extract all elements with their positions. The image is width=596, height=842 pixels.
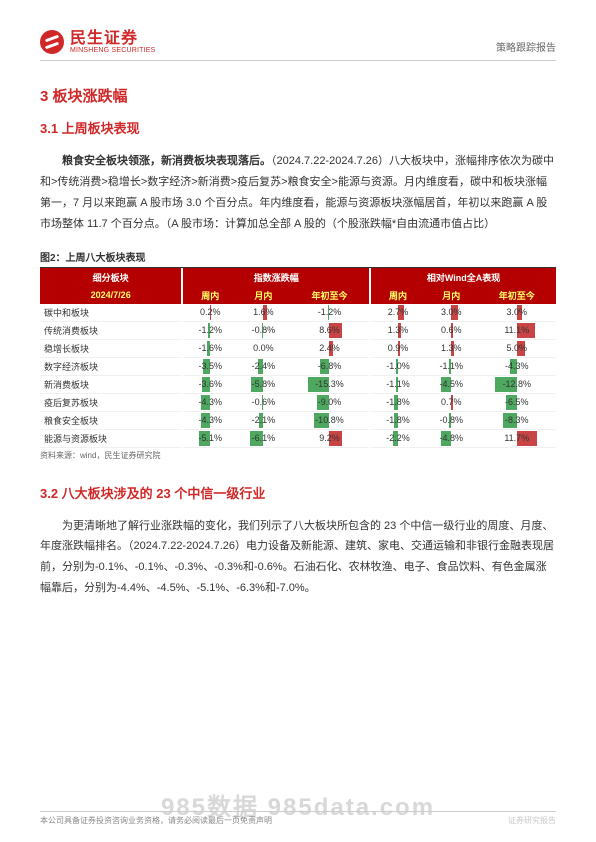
- data-cell: -0.8%: [425, 411, 478, 429]
- data-cell: 5.0%: [478, 339, 556, 357]
- th-group-1: 指数涨跌幅: [182, 268, 370, 287]
- figure-2-label: 图2：上周八大板块表现: [40, 249, 556, 268]
- section-3-1-body: 粮食安全板块领涨，新消费板块表现落后。（2024.7.22-2024.7.26）…: [40, 151, 556, 235]
- data-cell: -4.8%: [425, 429, 478, 447]
- data-cell: -2.1%: [237, 411, 290, 429]
- row-label: 传统消费板块: [40, 321, 182, 339]
- data-cell: -4.5%: [425, 375, 478, 393]
- row-label: 新消费板块: [40, 375, 182, 393]
- row-label: 粮食安全板块: [40, 411, 182, 429]
- footer-right: 证券研究报告: [508, 815, 556, 826]
- row-label: 稳增长板块: [40, 339, 182, 357]
- th-sub-0: 周内: [182, 287, 237, 304]
- data-cell: 8.6%: [290, 321, 370, 339]
- data-cell: 9.2%: [290, 429, 370, 447]
- data-cell: 0.9%: [370, 339, 425, 357]
- page-header: 民生证券 MINSHENG SECURITIES 策略跟踪报告: [40, 30, 556, 61]
- row-label: 数字经济板块: [40, 357, 182, 375]
- th-sub-2: 年初至今: [290, 287, 370, 304]
- data-cell: 0.6%: [425, 321, 478, 339]
- row-label: 能源与资源板块: [40, 429, 182, 447]
- data-cell: -10.8%: [290, 411, 370, 429]
- data-cell: 11.7%: [478, 429, 556, 447]
- section-3-1-title: 3.1 上周板块表现: [40, 118, 556, 137]
- footer-left: 本公司具备证券投资咨询业务资格，请务必阅读最后一页免责声明: [40, 815, 272, 826]
- data-cell: 1.3%: [370, 321, 425, 339]
- table-row: 数字经济板块-3.5%-2.4%-6.8%-1.0%-1.1%-4.3%: [40, 357, 556, 375]
- data-cell: -2.2%: [370, 429, 425, 447]
- data-cell: 1.6%: [237, 304, 290, 322]
- data-cell: -6.8%: [290, 357, 370, 375]
- data-cell: -1.0%: [370, 357, 425, 375]
- section-3-2-title: 3.2 八大板块涉及的 23 个中信一级行业: [40, 483, 556, 502]
- logo: 民生证券 MINSHENG SECURITIES: [40, 30, 155, 54]
- th-sub-1: 月内: [237, 287, 290, 304]
- data-cell: -0.6%: [237, 393, 290, 411]
- th-sub-5: 年初至今: [478, 287, 556, 304]
- data-cell: -15.3%: [290, 375, 370, 393]
- th-sub-3: 周内: [370, 287, 425, 304]
- table-row: 碳中和板块0.2%1.6%-1.2%2.7%3.0%3.0%: [40, 304, 556, 322]
- th-group-2: 相对Wind全A表现: [370, 268, 556, 287]
- data-cell: -1.2%: [290, 304, 370, 322]
- data-cell: 0.7%: [425, 393, 478, 411]
- section-3-title: 3 板块涨跌幅: [40, 85, 556, 106]
- data-cell: -3.6%: [182, 375, 237, 393]
- table-row: 疫后复苏板块-4.3%-0.6%-9.0%-1.8%0.7%-6.5%: [40, 393, 556, 411]
- data-cell: 3.0%: [425, 304, 478, 322]
- data-cell: -1.2%: [182, 321, 237, 339]
- figure-source: 资料来源：wind，民生证券研究院: [40, 450, 556, 461]
- data-cell: -1.1%: [370, 375, 425, 393]
- row-label: 疫后复苏板块: [40, 393, 182, 411]
- page-footer: 本公司具备证券投资咨询业务资格，请务必阅读最后一页免责声明 证券研究报告: [40, 811, 556, 826]
- data-cell: -1.8%: [370, 411, 425, 429]
- logo-cn: 民生证券: [70, 31, 155, 47]
- th-date: 2024/7/26: [40, 287, 182, 304]
- data-cell: -6.5%: [478, 393, 556, 411]
- data-cell: 3.0%: [478, 304, 556, 322]
- data-cell: 0.0%: [237, 339, 290, 357]
- data-cell: -12.8%: [478, 375, 556, 393]
- data-cell: -3.5%: [182, 357, 237, 375]
- data-cell: -1.1%: [425, 357, 478, 375]
- data-cell: -2.4%: [237, 357, 290, 375]
- th-corner: 细分板块: [40, 268, 182, 287]
- lead-bold: 粮食安全板块领涨，新消费板块表现落后。: [62, 155, 271, 167]
- table-row: 新消费板块-3.6%-5.8%-15.3%-1.1%-4.5%-12.8%: [40, 375, 556, 393]
- data-cell: 2.4%: [290, 339, 370, 357]
- data-cell: -9.0%: [290, 393, 370, 411]
- data-cell: -1.8%: [370, 393, 425, 411]
- section-3-2-body: 为更清晰地了解行业涨跌幅的变化，我们列示了八大板块所包含的 23 个中信一级行业…: [40, 516, 556, 600]
- sector-table: 细分板块 指数涨跌幅 相对Wind全A表现 2024/7/26 周内 月内 年初…: [40, 268, 556, 448]
- data-cell: 11.1%: [478, 321, 556, 339]
- data-cell: 0.2%: [182, 304, 237, 322]
- data-cell: 1.3%: [425, 339, 478, 357]
- data-cell: -4.3%: [478, 357, 556, 375]
- logo-en: MINSHENG SECURITIES: [70, 47, 155, 54]
- data-cell: -0.8%: [237, 321, 290, 339]
- row-label: 碳中和板块: [40, 304, 182, 322]
- header-right-label: 策略跟踪报告: [496, 39, 556, 54]
- table-row: 粮食安全板块-4.3%-2.1%-10.8%-1.8%-0.8%-8.3%: [40, 411, 556, 429]
- data-cell: 2.7%: [370, 304, 425, 322]
- logo-mark-icon: [40, 30, 64, 54]
- data-cell: -4.3%: [182, 393, 237, 411]
- table-row: 能源与资源板块-5.1%-6.1%9.2%-2.2%-4.8%11.7%: [40, 429, 556, 447]
- data-cell: -8.3%: [478, 411, 556, 429]
- table-row: 传统消费板块-1.2%-0.8%8.6%1.3%0.6%11.1%: [40, 321, 556, 339]
- data-cell: -5.8%: [237, 375, 290, 393]
- data-cell: -6.1%: [237, 429, 290, 447]
- table-row: 稳增长板块-1.6%0.0%2.4%0.9%1.3%5.0%: [40, 339, 556, 357]
- th-sub-4: 月内: [425, 287, 478, 304]
- data-cell: -4.3%: [182, 411, 237, 429]
- data-cell: -1.6%: [182, 339, 237, 357]
- data-cell: -5.1%: [182, 429, 237, 447]
